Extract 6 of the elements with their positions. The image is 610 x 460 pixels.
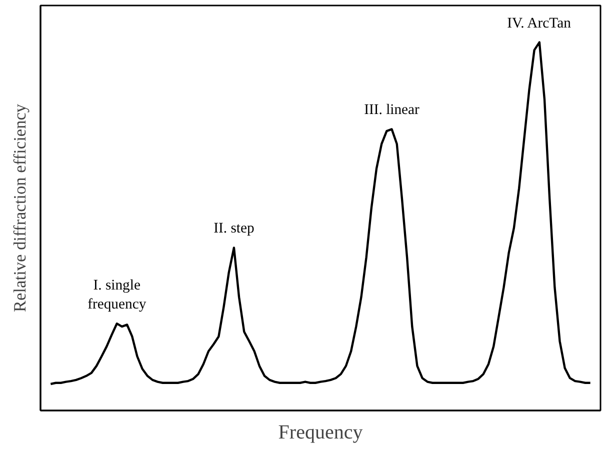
annotation: I. single frequency (88, 277, 147, 313)
annotation: II. step (214, 220, 254, 237)
y-axis-title: Relative diffraction efficiency (10, 104, 30, 312)
text: IV. ArcTan (507, 15, 572, 32)
annotation: III. linear (364, 102, 420, 118)
x-axis-title: Frequency (278, 422, 363, 444)
